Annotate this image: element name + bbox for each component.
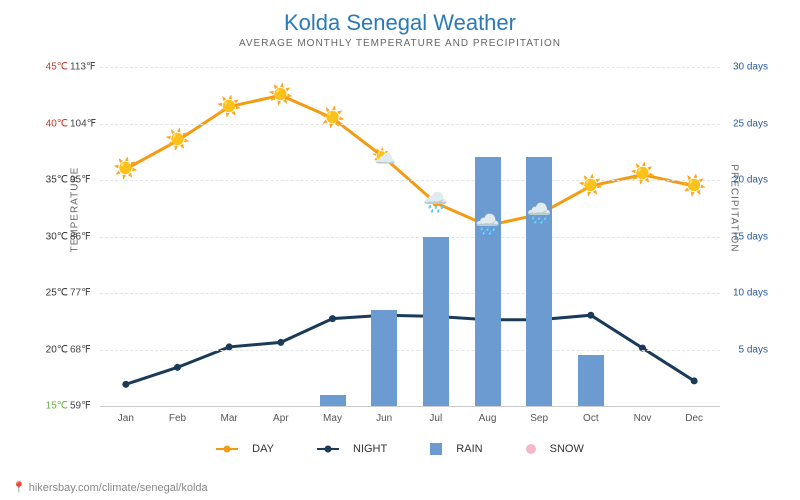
month-tick: Jul bbox=[429, 413, 442, 424]
chart-area: TEMPERATURE PRECIPITATION 15℃59℉20℃68℉25… bbox=[100, 57, 720, 437]
legend-day: DAY bbox=[206, 443, 284, 455]
footer-url: hikersbay.com/climate/senegal/kolda bbox=[29, 482, 208, 494]
month-tick: Aug bbox=[479, 413, 497, 424]
month-tick: Feb bbox=[169, 413, 186, 424]
month-tick: Sep bbox=[530, 413, 548, 424]
temp-tick: 20℃68℉ bbox=[40, 344, 91, 355]
precip-tick: 5 days bbox=[739, 344, 768, 355]
weather-icon: ☀️ bbox=[681, 173, 707, 199]
rain-bar bbox=[475, 157, 501, 406]
legend-snow: SNOW bbox=[516, 443, 594, 455]
temp-tick: 15℃59℉ bbox=[40, 401, 91, 412]
precip-tick: 10 days bbox=[733, 288, 768, 299]
precip-tick: 20 days bbox=[733, 175, 768, 186]
temp-tick: 25℃77℉ bbox=[40, 288, 91, 299]
month-tick: Jun bbox=[376, 413, 392, 424]
weather-icon: ☀️ bbox=[578, 173, 604, 199]
weather-icon: 🌧️ bbox=[423, 190, 449, 216]
page-title: Kolda Senegal Weather bbox=[20, 10, 780, 36]
weather-icon: ☀️ bbox=[320, 105, 346, 131]
pin-icon: 📍 bbox=[12, 482, 26, 494]
legend-rain: RAIN bbox=[420, 443, 492, 455]
plot-region: 15℃59℉20℃68℉25℃77℉30℃86℉35℃95℉40℃104℉45℃… bbox=[100, 67, 720, 407]
temp-tick: 35℃95℉ bbox=[40, 175, 91, 186]
weather-icon: 🌧️ bbox=[475, 212, 501, 238]
month-tick: Oct bbox=[583, 413, 599, 424]
precip-tick: 30 days bbox=[733, 62, 768, 73]
chart-subtitle: AVERAGE MONTHLY TEMPERATURE AND PRECIPIT… bbox=[20, 38, 780, 49]
weather-icon: ☀️ bbox=[630, 161, 656, 187]
rain-bar bbox=[526, 157, 552, 406]
footer: 📍hikersbay.com/climate/senegal/kolda bbox=[12, 481, 208, 494]
temp-tick: 30℃86℉ bbox=[40, 231, 91, 242]
legend-night: NIGHT bbox=[307, 443, 397, 455]
rain-bar bbox=[423, 237, 449, 407]
temp-tick: 40℃104℉ bbox=[40, 118, 96, 129]
weather-icon: 🌧️ bbox=[526, 201, 552, 227]
weather-icon: ☀️ bbox=[165, 127, 191, 153]
rain-bar bbox=[371, 310, 397, 406]
weather-icon: ⛅ bbox=[371, 144, 397, 170]
precip-tick: 25 days bbox=[733, 118, 768, 129]
month-tick: Apr bbox=[273, 413, 289, 424]
temp-tick: 45℃113℉ bbox=[40, 62, 95, 73]
precip-tick: 15 days bbox=[733, 231, 768, 242]
weather-icon: ☀️ bbox=[268, 82, 294, 108]
month-tick: Dec bbox=[685, 413, 703, 424]
month-tick: May bbox=[323, 413, 342, 424]
month-tick: Nov bbox=[634, 413, 652, 424]
month-tick: Jan bbox=[118, 413, 134, 424]
month-tick: Mar bbox=[221, 413, 238, 424]
rain-bar bbox=[578, 355, 604, 406]
legend: DAY NIGHT RAIN SNOW bbox=[20, 443, 780, 455]
weather-icon: ☀️ bbox=[113, 156, 139, 182]
rain-bar bbox=[320, 395, 346, 406]
weather-icon: ☀️ bbox=[216, 94, 242, 120]
